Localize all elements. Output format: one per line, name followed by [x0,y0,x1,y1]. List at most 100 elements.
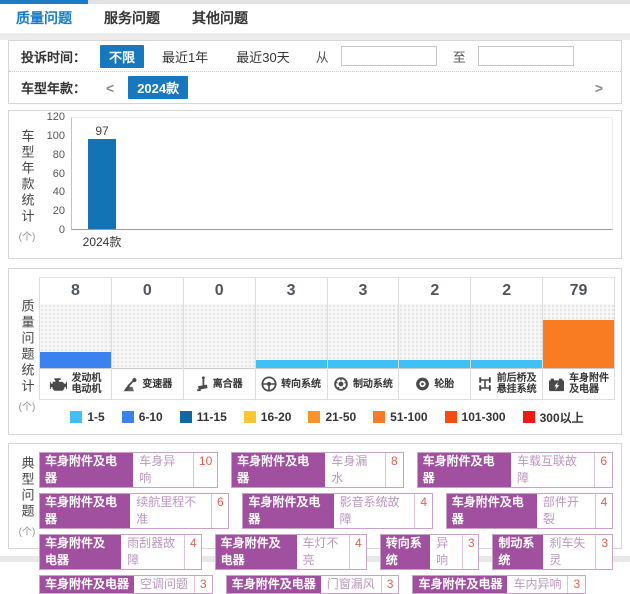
quality-column: 3 转向系统 [255,278,328,400]
time-last-year-option[interactable]: 最近1年 [162,49,209,65]
problem-tag[interactable]: 转向系统 异响 3 [379,534,480,570]
legend-swatch [70,411,83,423]
tabbar-divider [0,33,630,40]
problem-tag[interactable]: 车身附件及电器 车内异响 3 [412,575,587,594]
legend-label: 1-5 [87,410,105,424]
quality-category[interactable]: 前后桥及 悬挂系统 [471,368,543,400]
chart1-bar-2024[interactable]: 97 [88,124,116,229]
date-from-input[interactable] [340,46,437,66]
problem-tag[interactable]: 车身附件及电器 续航里程不准 6 [39,493,230,529]
problem-tag[interactable]: 车身附件及电器 车灯不亮 4 [214,534,367,570]
problem-tag-count: 3 [595,535,612,569]
problem-tag-count: 4 [414,494,431,528]
quality-category-line: 前后桥及 [496,373,537,384]
steering-wheel-icon [261,376,277,392]
quality-plot-cell [399,304,471,368]
engine-icon [49,377,68,392]
legend-label: 11-15 [196,410,227,424]
problem-tag-category: 车身附件及电器 [40,453,134,487]
legend-swatch [179,411,192,423]
quality-category[interactable]: 变速器 [111,368,183,400]
tire-icon [415,376,430,392]
tab-2[interactable]: 服务问题 [104,10,160,26]
time-unlimited-button[interactable]: 不限 [100,44,145,68]
tag-row: 车身附件及电器 续航里程不准 6 车身附件及电器 影音系统故障 4 车身附件及电器 部件开裂 4 [39,493,613,529]
model-year-chart-unit: (个) [18,231,36,243]
quality-plot-cell [40,304,111,368]
legend-item: 101-300 [444,410,506,424]
problem-tag-category: 车身附件及电器 [40,576,135,593]
quality-count: 0 [142,282,152,299]
problem-tag-count: 8 [385,453,403,487]
chart1-ytick: 80 [52,148,65,161]
chart1-ytick: 120 [46,111,65,123]
next-year-arrow[interactable]: > [594,79,603,96]
quality-category[interactable]: 发动机 电动机 [40,368,111,400]
problem-tag[interactable]: 车身附件及电器 车身漏水 8 [231,452,404,488]
legend-label: 51-100 [390,410,428,424]
problem-tag-name: 雨刮器故障 [127,536,176,567]
quality-category[interactable]: 离合器 [183,368,255,400]
problem-tag[interactable]: 车身附件及电器 影音系统故障 4 [242,493,433,529]
legend-label: 21-50 [325,410,357,424]
problem-tag[interactable]: 制动系统 刹车失灵 3 [492,534,613,570]
problem-tag-category: 转向系统 [380,535,431,569]
problem-tag-count: 3 [461,535,479,569]
quality-category-line: 变速器 [142,378,173,390]
quality-column: 2 轮胎 [399,278,472,400]
quality-category-line: 制动系统 [352,378,393,390]
tab-3[interactable]: 其他问题 [192,10,248,26]
problem-tag-count: 4 [349,535,366,569]
legend-item: 16-20 [243,410,291,424]
tab-1[interactable]: 质量问题 [0,0,88,33]
problem-tag[interactable]: 车身附件及电器 空调问题 3 [39,575,213,594]
quality-plot-cell [255,304,327,368]
model-year-chart-title-wrap: 车型年款统计 (个) [15,117,39,254]
problem-tag-count: 4 [183,535,201,569]
problem-tag[interactable]: 车身附件及电器 车身异响 10 [39,452,219,488]
quality-chart-title-wrap: 质量问题统计 (个) [15,277,39,434]
legend-label: 101-300 [461,410,506,424]
legend-item: 51-100 [373,410,428,424]
problem-tag-name: 刹车失灵 [549,536,586,567]
date-to-label: 至 [452,49,466,65]
brake-disc-icon [333,376,349,392]
quality-category[interactable]: 轮胎 [399,368,471,400]
quality-category-line: 轮胎 [434,378,455,390]
chart1-ytick: 100 [46,129,65,142]
quality-category[interactable]: 车身附件 及电器 [543,368,614,400]
problem-tag-name: 空调问题 [140,577,189,591]
quality-category-line: 转向系统 [281,378,322,390]
problem-tag-count: 3 [567,576,585,593]
quality-plot-cell [111,304,183,368]
quality-category[interactable]: 制动系统 [327,368,399,400]
legend-swatch [121,411,134,423]
problem-tag[interactable]: 车身附件及电器 雨刮器故障 4 [39,534,202,570]
quality-bar [255,360,327,368]
car-battery-icon [548,377,565,392]
quality-count: 2 [502,282,512,299]
date-to-input[interactable] [477,46,574,66]
year-2024-button[interactable]: 2024款 [128,76,189,99]
chart1-bar-value: 97 [95,124,109,139]
tab-bar: 质量问题 服务问题 其他问题 [0,0,630,33]
legend-swatch [444,411,457,423]
prev-year-arrow[interactable]: < [106,79,115,96]
quality-category-line: 电动机 [71,384,102,395]
model-year-chart-title: 车型年款统计 [19,128,35,225]
problem-tag-category: 车身附件及电器 [417,453,511,487]
time-last-30days-option[interactable]: 最近30天 [236,49,290,65]
problem-tag-name: 异响 [436,536,449,567]
quality-category[interactable]: 转向系统 [255,368,327,400]
quality-column: 79 车身附件 及电器 [543,278,615,400]
problem-tag[interactable]: 车身附件及电器 门窗漏风 3 [225,575,400,594]
quality-category-label: 轮胎 [434,379,454,390]
problem-tag[interactable]: 车身附件及电器 部件开裂 4 [445,493,613,529]
quality-column: 8 发动机 电动机 [39,278,112,400]
problem-tag-category: 车身附件及电器 [40,494,131,528]
model-year-filter-row: 车型年款： < 2024款 > [9,72,621,103]
complaint-time-label: 投诉时间： [21,49,87,65]
problem-tag[interactable]: 车身附件及电器 车载互联故障 6 [416,452,613,488]
model-year-label: 车型年款： [21,81,87,96]
quality-category-line: 离合器 [212,378,243,390]
